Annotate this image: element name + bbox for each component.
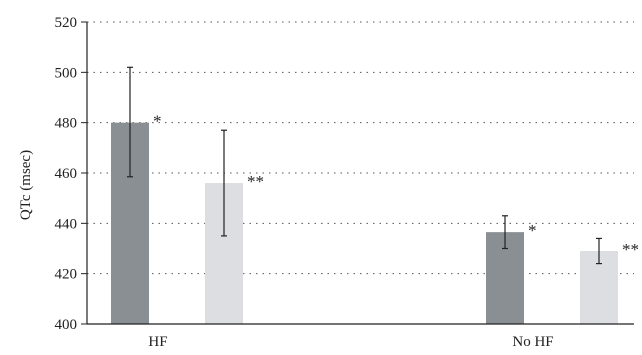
y-tick-label-460: 460 (55, 166, 78, 182)
y-tick-labels: 400 420 440 460 480 500 520 (55, 15, 78, 333)
significance-marker-1-2: * (528, 221, 537, 240)
y-tick-label-420: 420 (55, 267, 78, 283)
bars (111, 122, 618, 325)
y-tick-label-500: 500 (55, 65, 78, 81)
error-bar-1-2 (502, 215, 508, 250)
y-tick-label-440: 440 (55, 216, 78, 232)
y-axis-label: QTc (msec) (18, 150, 34, 220)
y-tick-label-480: 480 (55, 116, 78, 132)
significance-marker-2-1: ** (247, 172, 264, 191)
x-tick-label-no-hf: No HF (512, 334, 553, 350)
significance-marker-2-2: ** (622, 240, 639, 259)
error-bar-1-1 (127, 66, 133, 178)
grid-lines (87, 21, 634, 275)
significance-marker-1-1: * (153, 112, 162, 131)
x-tick-labels: HF No HF (148, 334, 553, 350)
axes (81, 21, 634, 325)
y-tick-label-520: 520 (55, 15, 78, 31)
y-tick-label-400: 400 (55, 317, 78, 333)
x-tick-label-hf: HF (148, 334, 167, 350)
error-bar-2-1 (221, 129, 227, 237)
error-bar-2-2 (596, 237, 602, 265)
error-bars (127, 66, 602, 265)
annotations: ****** (153, 112, 639, 259)
